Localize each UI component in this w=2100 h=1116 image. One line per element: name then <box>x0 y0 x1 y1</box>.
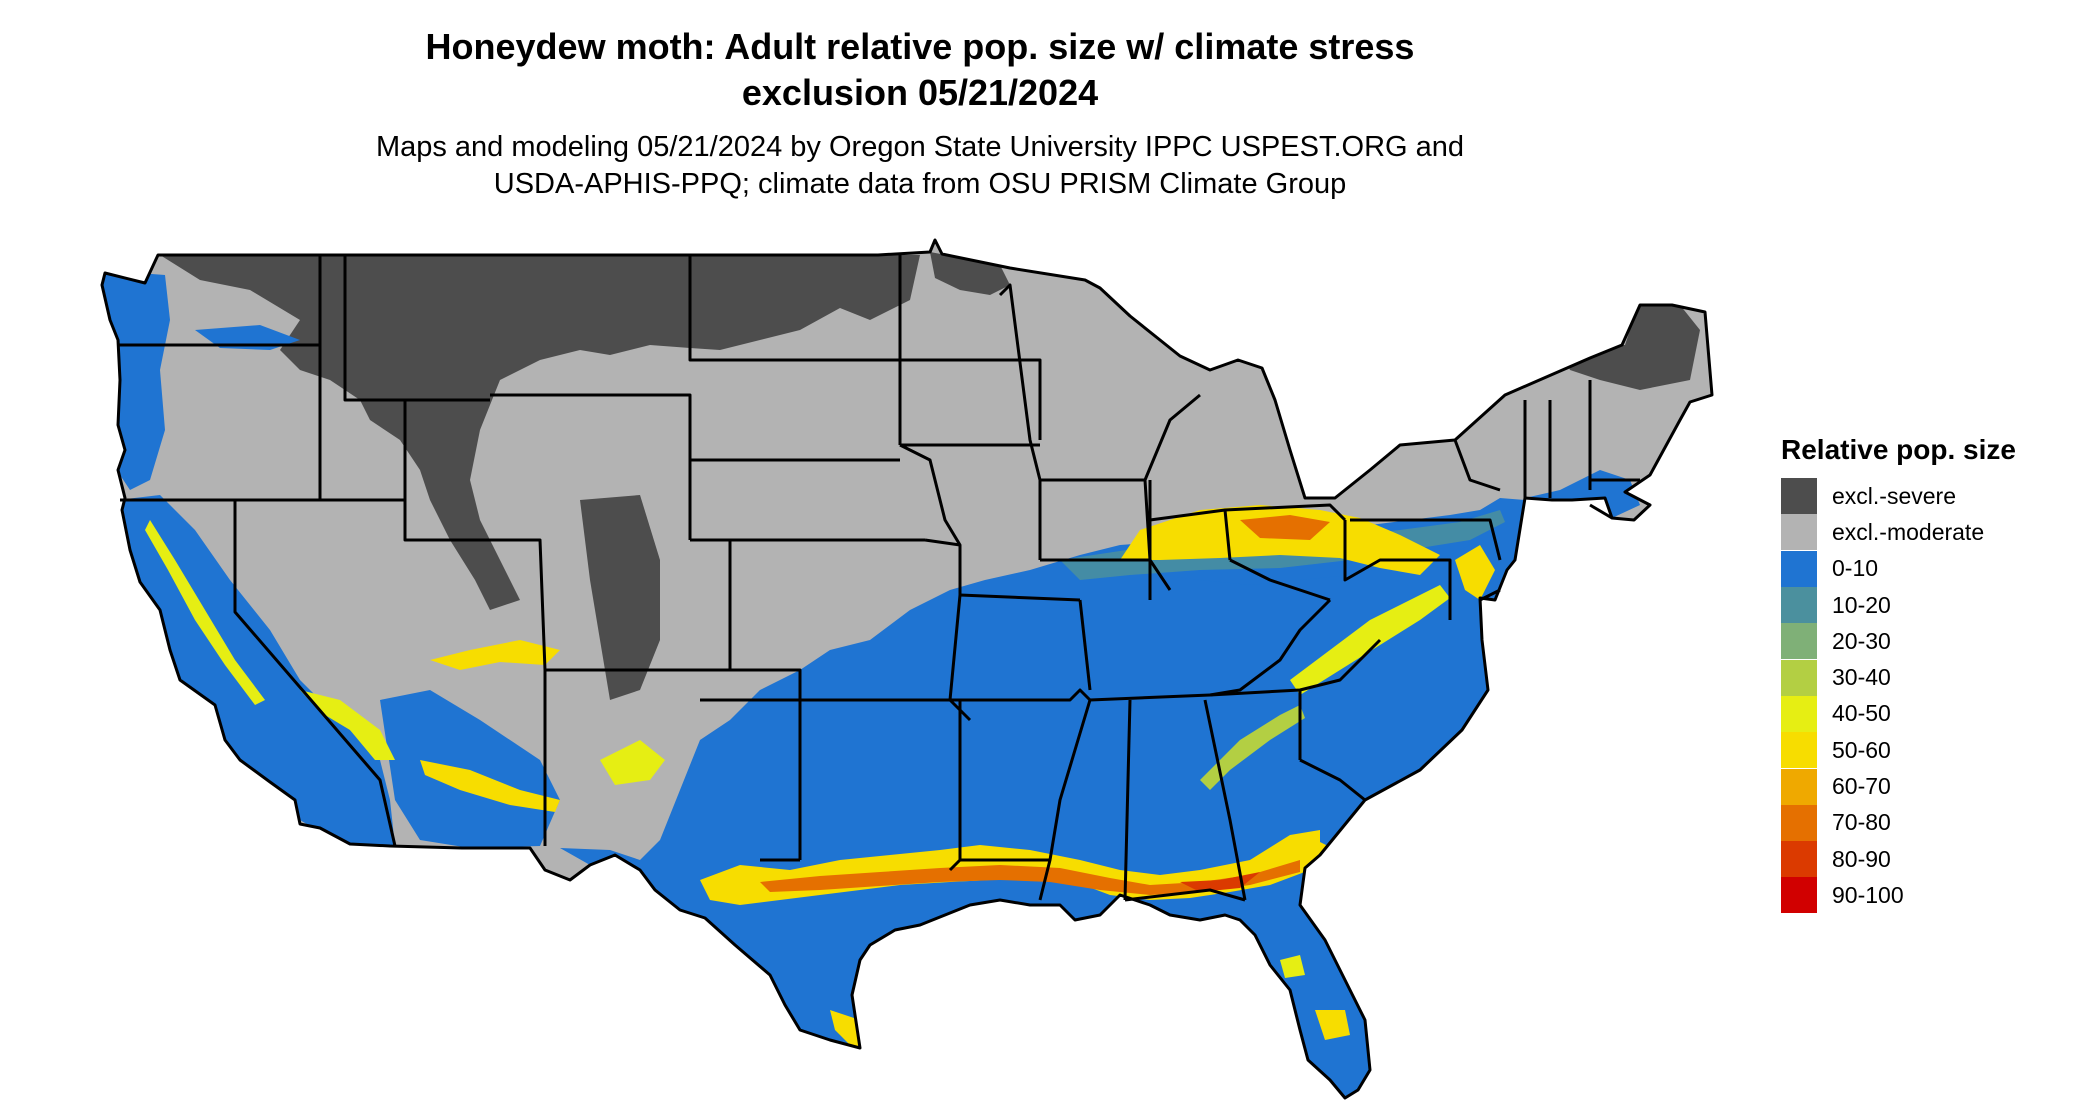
legend-item: 40-50 <box>1781 695 2016 732</box>
legend-swatch <box>1781 587 1817 624</box>
legend-label: 0-10 <box>1832 555 1879 582</box>
legend-item: 70-80 <box>1781 804 2016 841</box>
legend-swatch <box>1781 841 1817 878</box>
legend-label: 30-40 <box>1832 664 1891 691</box>
legend-item: 50-60 <box>1781 732 2016 769</box>
legend-label: 50-60 <box>1832 736 1891 763</box>
legend-item: 80-90 <box>1781 841 2016 878</box>
legend-swatch <box>1781 732 1817 769</box>
legend-swatch <box>1781 659 1817 696</box>
legend-swatch <box>1781 550 1817 587</box>
legend-item: excl.-severe <box>1781 478 2016 515</box>
legend-title: Relative pop. size <box>1781 434 2016 465</box>
legend-label: excl.-moderate <box>1832 518 1985 545</box>
legend-item: 20-30 <box>1781 623 2016 660</box>
legend-item: excl.-moderate <box>1781 514 2016 551</box>
legend-item: 60-70 <box>1781 768 2016 805</box>
legend-swatch <box>1781 514 1817 551</box>
legend: Relative pop. size excl.-severe excl.-mod… <box>1781 432 2016 914</box>
legend-item: 30-40 <box>1781 659 2016 696</box>
legend-label: 90-100 <box>1832 881 1904 908</box>
legend-swatch <box>1781 478 1817 515</box>
map-subtitle-line-1: Maps and modeling 05/21/2024 by Oregon S… <box>375 131 1465 163</box>
legend-swatch <box>1781 768 1817 805</box>
legend-swatch <box>1781 623 1817 660</box>
map-title-line-1: Honeydew moth: Adult relative pop. size … <box>425 26 1415 67</box>
legend-label: 70-80 <box>1832 809 1891 836</box>
legend-swatch <box>1781 695 1817 732</box>
legend-swatch <box>1781 804 1817 841</box>
legend-label: 10-20 <box>1832 591 1891 618</box>
map-subtitle-line-2: USDA-APHIS-PPQ; climate data from OSU PR… <box>493 168 1347 200</box>
legend-label: 80-90 <box>1832 845 1891 872</box>
legend-item: 10-20 <box>1781 587 2016 624</box>
legend-label: 40-50 <box>1832 700 1891 727</box>
legend-label: excl.-severe <box>1832 482 1956 509</box>
legend-label: 20-30 <box>1832 627 1891 654</box>
map-title-line-2: exclusion 05/21/2024 <box>741 72 1099 113</box>
legend-item: 90-100 <box>1781 877 2016 914</box>
legend-label: 60-70 <box>1832 773 1891 800</box>
legend-item: 0-10 <box>1781 550 2016 587</box>
legend-swatch <box>1781 877 1817 914</box>
